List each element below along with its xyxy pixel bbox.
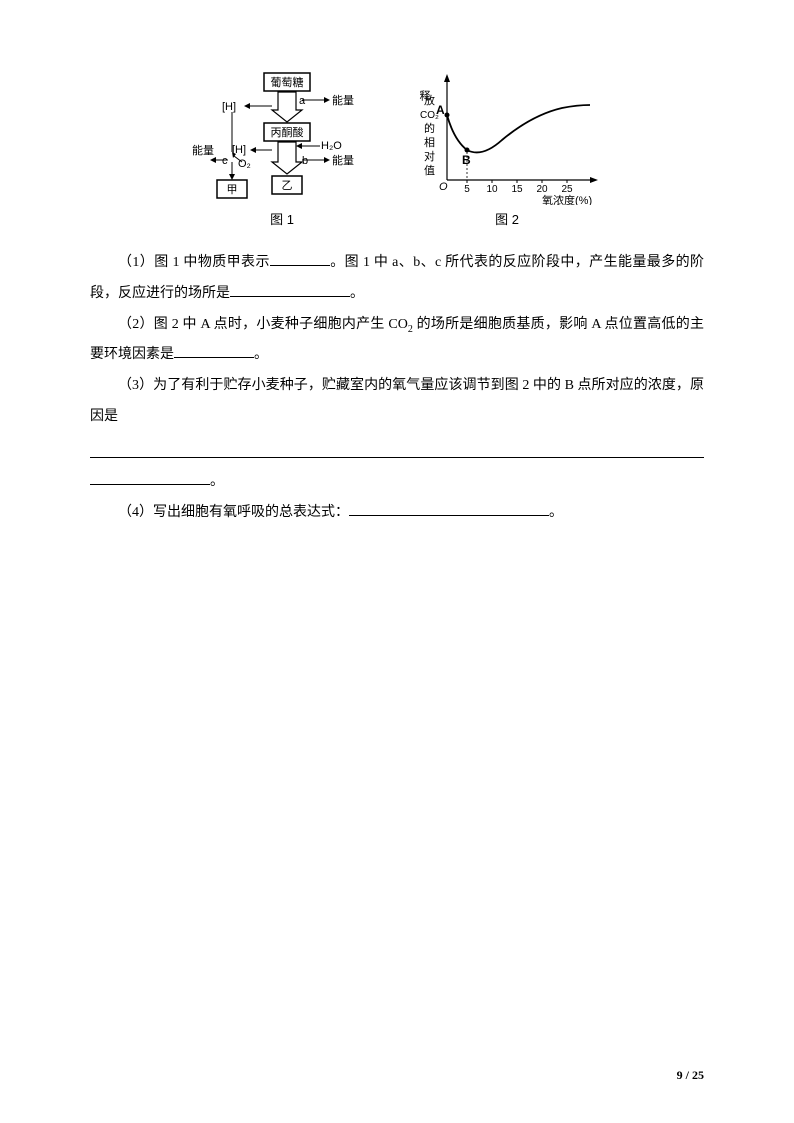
ylabel2: 放 (424, 93, 435, 107)
energy2-label: 能量 (332, 153, 354, 167)
q2-text3: 。 (254, 347, 268, 362)
ylabel7: 值 (424, 164, 435, 177)
q3-blank2 (90, 471, 210, 485)
figure-2-block: O 释 放 CO₂ 的 相 对 值 5 10 15 20 25 氧浓度(%) (412, 70, 602, 228)
page-footer: 9 / 25 (677, 1068, 704, 1083)
ylabel4: 的 (424, 121, 435, 135)
point-a-label: A (436, 103, 445, 117)
figure1-caption: 图 1 (270, 209, 294, 228)
figure-1-block: 葡萄糖 a 能量 [H] 丙酮酸 b H₂O 能量 (192, 70, 372, 228)
q1-blank2 (230, 283, 350, 297)
pyruvate-label: 丙酮酸 (271, 125, 304, 139)
svg-text:10: 10 (486, 184, 498, 195)
svg-text:20: 20 (536, 184, 548, 195)
glucose-label: 葡萄糖 (271, 75, 304, 89)
question-4: （4）写出细胞有氧呼吸的总表达式： 。 (90, 498, 704, 529)
q4-text1: （4）写出细胞有氧呼吸的总表达式： (118, 505, 349, 520)
q4-blank1 (349, 502, 549, 516)
figures-container: 葡萄糖 a 能量 [H] 丙酮酸 b H₂O 能量 (90, 70, 704, 228)
energy3-label: 能量 (192, 143, 214, 157)
q1-text1: （1）图 1 中物质甲表示 (118, 255, 270, 270)
h2o-label: H₂O (321, 140, 342, 152)
figure-2-svg: O 释 放 CO₂ 的 相 对 值 5 10 15 20 25 氧浓度(%) (412, 70, 602, 205)
q3-blank-line1 (90, 439, 704, 464)
page-sep: / (683, 1068, 692, 1082)
svg-text:25: 25 (561, 184, 573, 195)
ylabel5: 相 (424, 136, 435, 149)
svg-text:15: 15 (511, 184, 523, 195)
question-2: （2）图 2 中 A 点时，小麦种子细胞内产生 CO2 的场所是细胞质基质，影响… (90, 310, 704, 372)
figure2-caption: 图 2 (495, 209, 519, 228)
q4-text2: 。 (549, 505, 563, 520)
q1-blank1 (270, 252, 330, 266)
question-1: （1）图 1 中物质甲表示。图 1 中 a、b、c 所代表的反应阶段中，产生能量… (90, 248, 704, 310)
question-3: （3）为了有利于贮存小麦种子，贮藏室内的氧气量应该调节到图 2 中的 B 点所对… (90, 371, 704, 433)
q3-text1: （3）为了有利于贮存小麦种子，贮藏室内的氧气量应该调节到图 2 中的 B 点所对… (90, 378, 704, 424)
svg-text:5: 5 (464, 184, 470, 195)
label-b: b (302, 155, 308, 167)
q2-text1: （2）图 2 中 A 点时，小麦种子细胞内产生 CO (118, 317, 408, 332)
question-3-end: 。 (90, 467, 704, 498)
svg-text:O: O (439, 181, 448, 193)
jia-label: 甲 (227, 184, 238, 196)
o2-label: O₂ (238, 158, 251, 170)
xlabel: 氧浓度(%) (542, 193, 592, 205)
figure-1-svg: 葡萄糖 a 能量 [H] 丙酮酸 b H₂O 能量 (192, 70, 372, 205)
point-b-label: B (462, 153, 471, 167)
q3-text2: 。 (210, 474, 224, 489)
energy1-label: 能量 (332, 93, 354, 107)
ylabel6: 对 (424, 149, 435, 163)
label-c: c (222, 155, 228, 167)
label-a: a (299, 95, 306, 107)
q1-text3: 。 (350, 286, 364, 301)
q2-blank1 (174, 344, 254, 358)
yi-label: 乙 (282, 179, 293, 192)
h-top-label: [H] (222, 101, 236, 113)
page-total: 25 (692, 1068, 704, 1082)
